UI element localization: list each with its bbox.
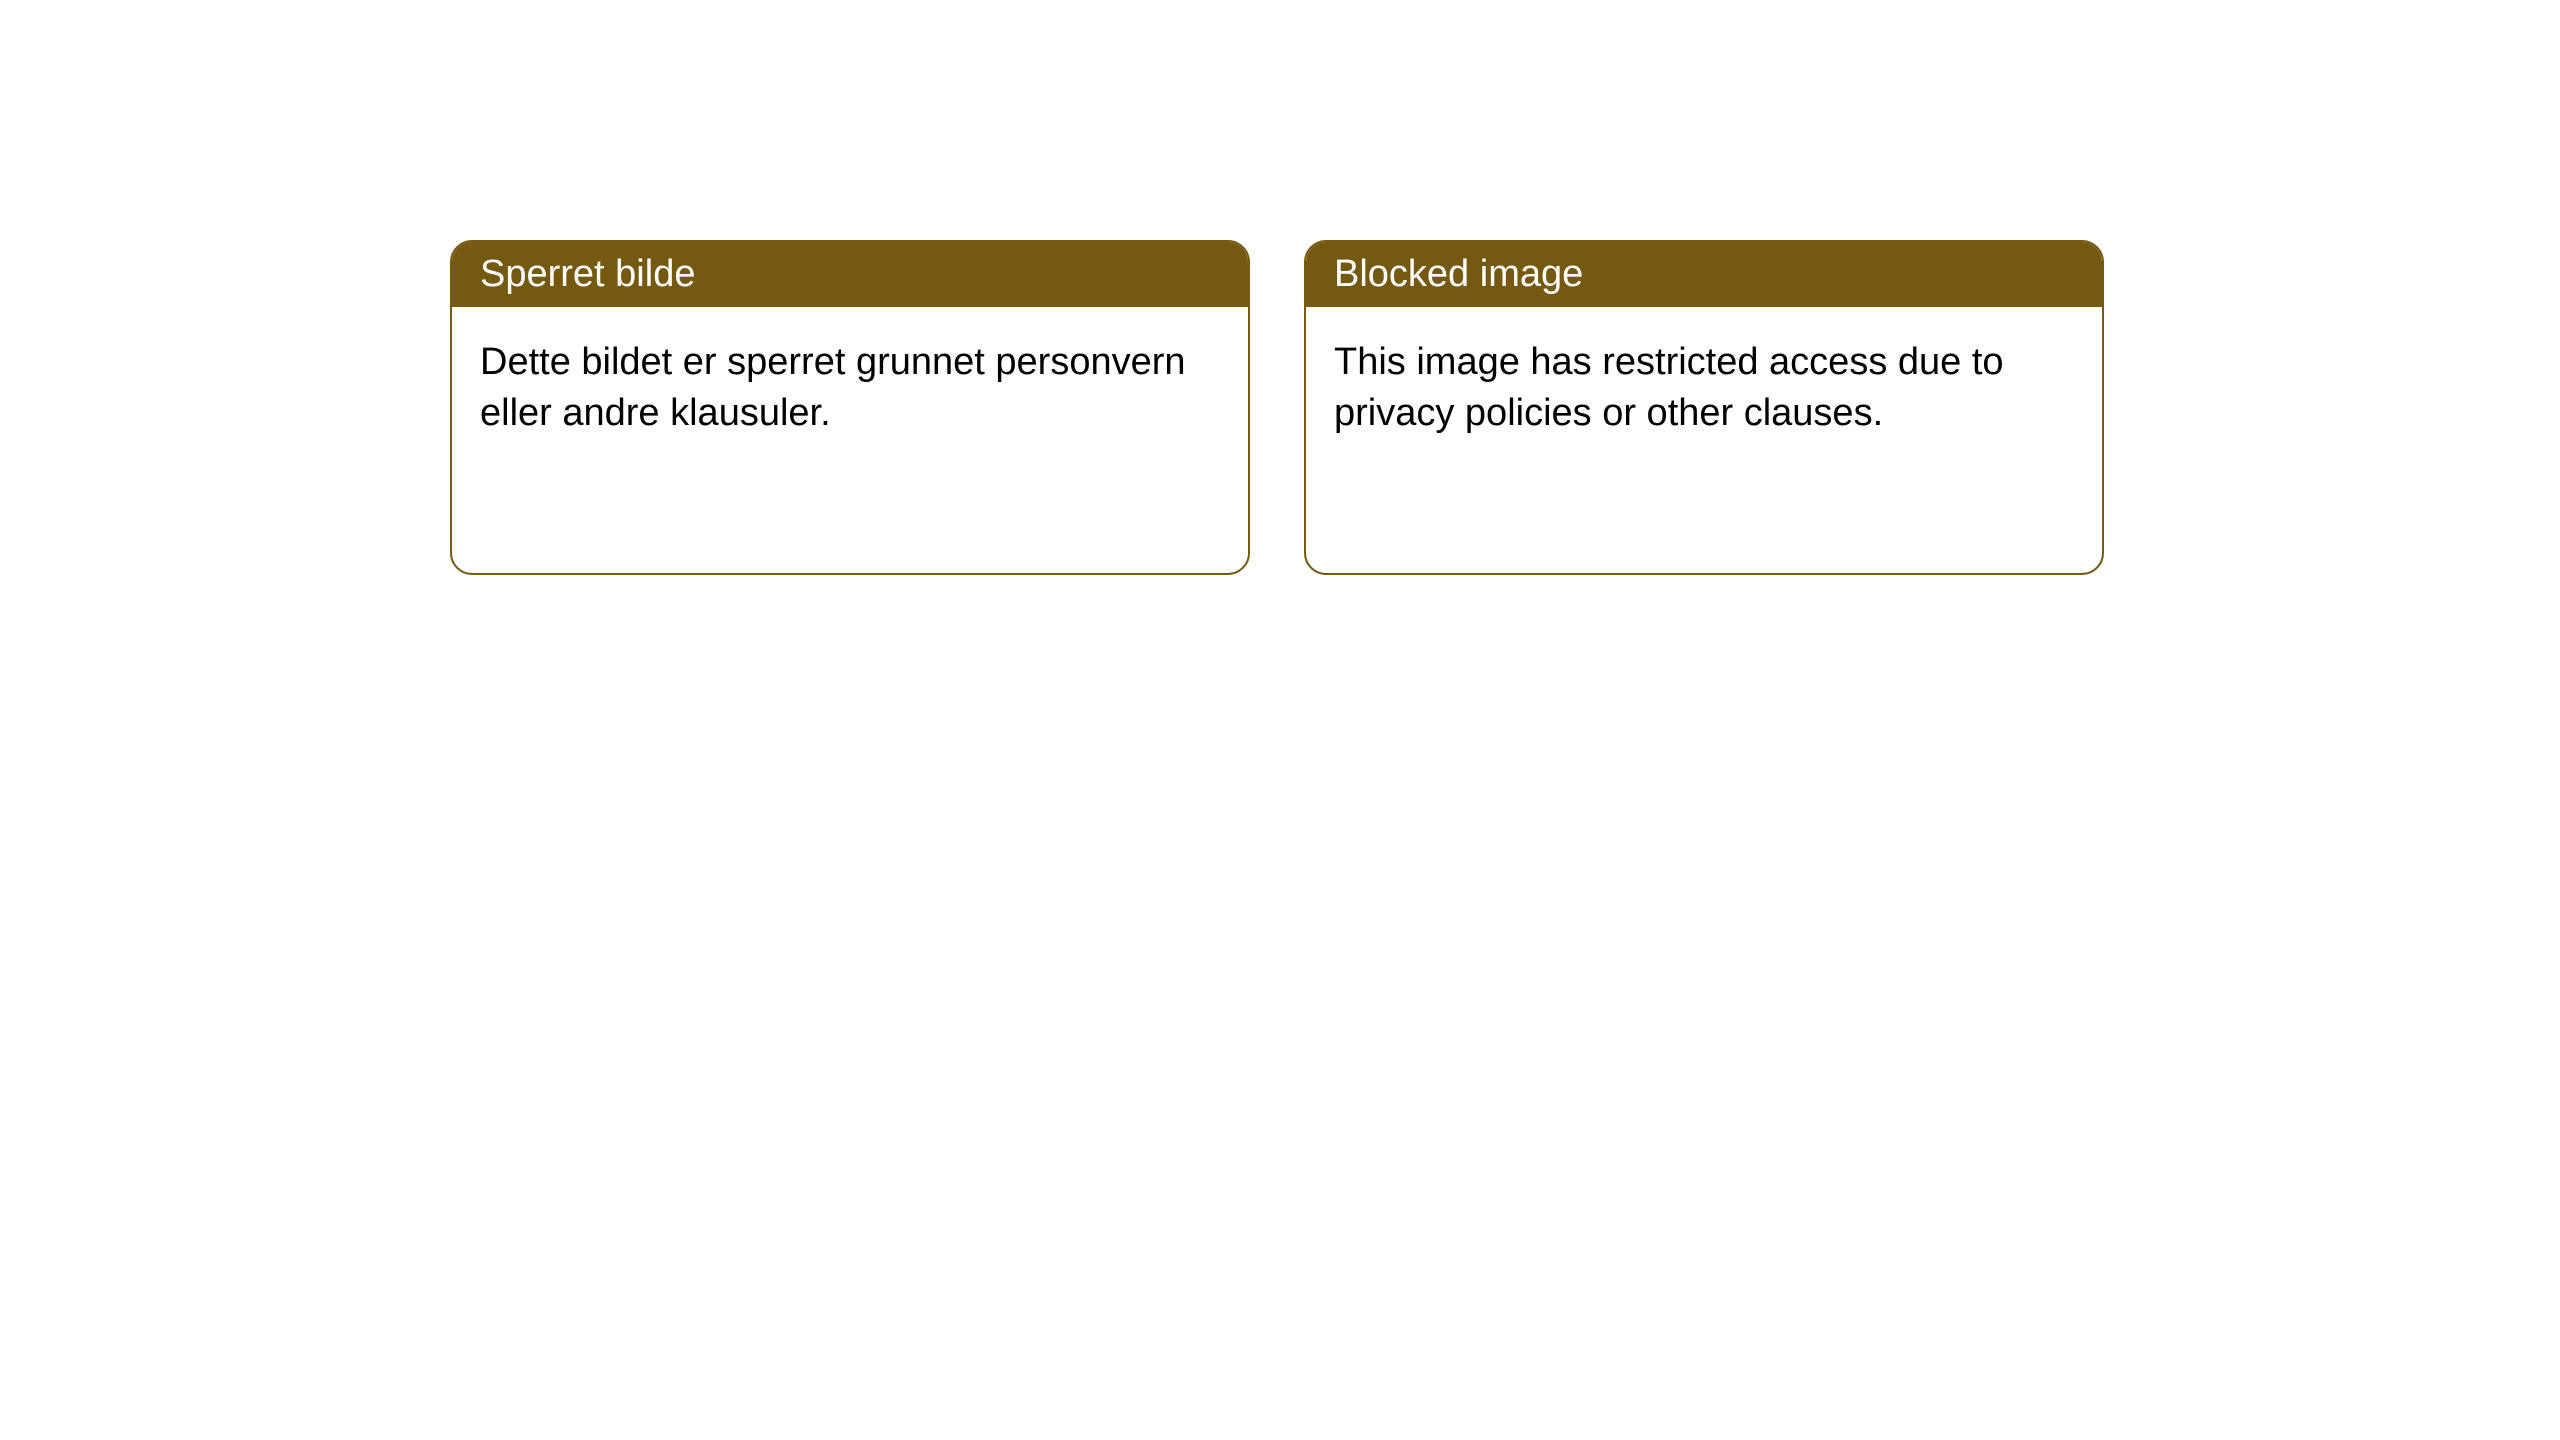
- notice-title: Sperret bilde: [480, 253, 695, 295]
- notice-body-text: This image has restricted access due to …: [1334, 341, 2004, 434]
- notice-title: Blocked image: [1334, 253, 1583, 295]
- notice-body-text: Dette bildet er sperret grunnet personve…: [480, 341, 1186, 434]
- notice-box-english: Blocked image This image has restricted …: [1304, 240, 2104, 575]
- notice-body: This image has restricted access due to …: [1306, 307, 2102, 470]
- notice-box-norwegian: Sperret bilde Dette bildet er sperret gr…: [450, 240, 1250, 575]
- notice-container: Sperret bilde Dette bildet er sperret gr…: [450, 240, 2104, 575]
- notice-header: Blocked image: [1306, 242, 2102, 307]
- notice-header: Sperret bilde: [452, 242, 1248, 307]
- notice-body: Dette bildet er sperret grunnet personve…: [452, 307, 1248, 470]
